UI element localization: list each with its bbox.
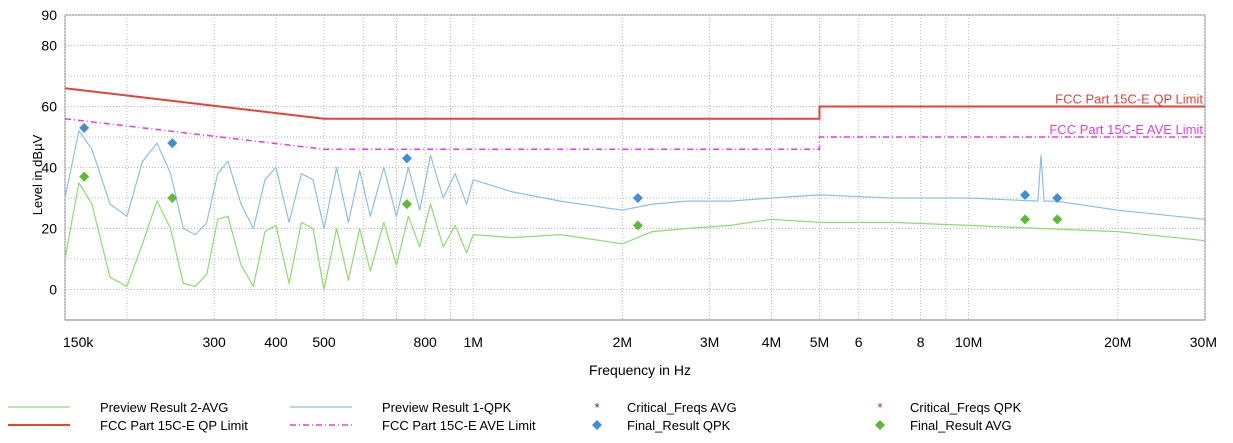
- y-tick-label: 60: [41, 99, 57, 115]
- legend-swatch: *: [877, 400, 882, 415]
- final-qpk-marker: [79, 122, 90, 133]
- final-qpk-marker: [1052, 193, 1063, 203]
- ave-limit-label: FCC Part 15C-E AVE Limit: [1049, 122, 1203, 137]
- limits-layer: [64, 87, 1205, 150]
- final-avg-marker: [401, 199, 412, 210]
- legend-swatch: [875, 420, 885, 430]
- x-tick-label: 400: [264, 334, 288, 350]
- legend-label: Final_Result QPK: [627, 418, 731, 433]
- x-tick-label: 150k: [63, 334, 94, 350]
- legend-item: Final_Result QPK: [592, 418, 731, 433]
- legend-item: * Critical_Freqs AVG: [594, 400, 736, 415]
- legend-item: * Critical_Freqs QPK: [877, 400, 1021, 415]
- x-tick-label: 8: [917, 334, 925, 350]
- final-qpk-marker: [1020, 189, 1031, 200]
- final-qpk-marker: [632, 193, 643, 203]
- final-qpk-marker: [167, 138, 178, 149]
- x-tick-label: 3M: [700, 334, 719, 350]
- y-tick-label: 40: [41, 160, 57, 176]
- y-tick-label: 20: [41, 221, 57, 237]
- ave-limit-line: [64, 117, 1205, 150]
- y-tick-labels: 0 20 40 60 80 90: [41, 7, 57, 298]
- y-gridlines: [65, 14, 1205, 290]
- limit-labels: FCC Part 15C-E QP Limit FCC Part 15C-E AV…: [1049, 92, 1203, 138]
- legend-label: FCC Part 15C-E AVE Limit: [382, 418, 536, 433]
- legend-label: Preview Result 2-AVG: [100, 400, 228, 415]
- legend-label: Final_Result AVG: [910, 418, 1012, 433]
- final-qpk-marker: [401, 153, 412, 164]
- legend: Preview Result 2-AVG Preview Result 1-QPK…: [8, 400, 1022, 433]
- x-tick-label: 30M: [1190, 334, 1217, 350]
- series-avg-trace: [64, 182, 1206, 291]
- x-tick-label: 1M: [463, 334, 482, 350]
- legend-item: FCC Part 15C-E QP Limit: [8, 418, 248, 433]
- final-avg-marker: [1052, 214, 1063, 225]
- legend-item: Preview Result 1-QPK: [290, 400, 512, 415]
- legend-swatch: *: [594, 400, 599, 415]
- qp-limit-label: FCC Part 15C-E QP Limit: [1055, 92, 1203, 107]
- x-tick-label: 2M: [613, 334, 632, 350]
- x-tick-label: 500: [312, 334, 336, 350]
- final-avg-marker: [1020, 214, 1031, 225]
- legend-item: Preview Result 2-AVG: [8, 400, 228, 415]
- legend-swatch: [592, 420, 602, 430]
- series-qpk-trace: [64, 130, 1206, 236]
- final-avg-marker: [632, 220, 643, 231]
- x-tick-label: 4M: [762, 334, 781, 350]
- series-layer: [64, 130, 1206, 291]
- legend-label: Critical_Freqs AVG: [627, 400, 737, 415]
- x-tick-label: 6: [855, 334, 863, 350]
- final-avg-marker: [79, 171, 90, 182]
- x-tick-label: 300: [202, 334, 226, 350]
- qp-limit-line: [64, 87, 1205, 120]
- legend-label: FCC Part 15C-E QP Limit: [100, 418, 248, 433]
- markers-layer: [79, 122, 1063, 231]
- x-tick-label: 20M: [1104, 334, 1131, 350]
- final-avg-marker: [167, 193, 178, 203]
- x-tick-labels: 150k 300 400 500 800 1M 2M 3M 4M 5M 6 8 10M 20M 30M: [63, 334, 1217, 350]
- x-tick-label: 5M: [810, 334, 829, 350]
- y-axis-label: Level in dBµV: [30, 134, 45, 215]
- y-tick-label: 90: [41, 7, 57, 23]
- legend-label: Preview Result 1-QPK: [382, 400, 512, 415]
- y-tick-label: 80: [41, 38, 57, 54]
- x-tick-label: 10M: [955, 334, 982, 350]
- x-tick-label: 800: [413, 334, 437, 350]
- x-axis-label: Frequency in Hz: [589, 362, 691, 378]
- legend-label: Critical_Freqs QPK: [910, 400, 1022, 415]
- y-tick-label: 0: [49, 282, 57, 298]
- legend-item: FCC Part 15C-E AVE Limit: [290, 418, 536, 433]
- legend-item: Final_Result AVG: [875, 418, 1012, 433]
